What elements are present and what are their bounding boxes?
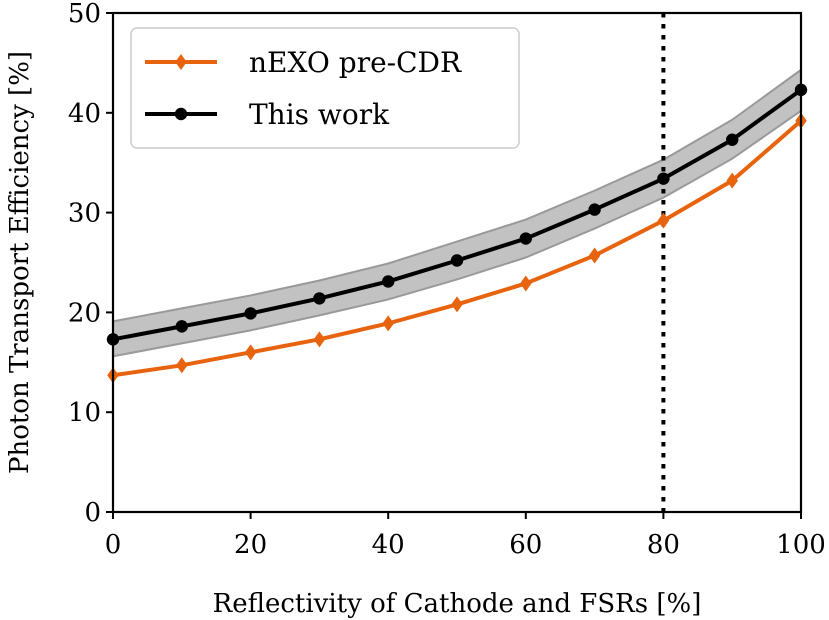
data-point: [175, 320, 188, 333]
data-point: [313, 292, 326, 305]
data-point: [382, 315, 394, 332]
legend-label-this-work: This work: [249, 98, 390, 131]
y-tick-label: 10: [68, 398, 101, 428]
legend-marker-precdr: [175, 54, 187, 70]
data-point: [244, 307, 257, 320]
x-tick-label: 100: [776, 530, 826, 560]
tick-layer: 0 20 40 60 80 100 0 10 20 30 40 50: [68, 0, 826, 560]
y-tick-label: 40: [68, 99, 101, 129]
data-point: [450, 254, 464, 267]
y-tick-label: 0: [84, 498, 101, 528]
y-tick-label: 30: [68, 199, 101, 229]
y-axis-label: Photon Transport Efficiency [%]: [5, 51, 35, 474]
data-point: [520, 275, 532, 292]
data-point: [588, 203, 601, 216]
y-tick-label: 20: [68, 298, 101, 328]
legend-box: [130, 27, 520, 149]
data-point: [313, 331, 326, 348]
plot-frame: [111, 11, 803, 514]
x-tick-label: 80: [647, 530, 680, 560]
data-point: [176, 357, 188, 374]
data-point: [382, 275, 395, 288]
x-tick-label: 40: [372, 530, 405, 560]
data-point: [657, 212, 670, 229]
x-tick-label: 0: [105, 530, 122, 560]
x-tick-label: 60: [509, 530, 542, 560]
data-point: [244, 344, 257, 361]
data-point: [588, 247, 601, 264]
legend: nEXO pre-CDR This work: [130, 27, 520, 149]
x-tick-label: 20: [234, 530, 267, 560]
series-layer: [106, 83, 808, 384]
data-point: [726, 172, 738, 189]
data-point: [726, 133, 739, 146]
data-point: [451, 296, 463, 313]
legend-marker-this-work: [174, 107, 188, 121]
x-axis-label: Reflectivity of Cathode and FSRs [%]: [213, 589, 702, 619]
data-point: [519, 232, 532, 245]
y-tick-label: 50: [68, 0, 101, 29]
legend-label-precdr: nEXO pre-CDR: [249, 46, 462, 79]
data-point: [657, 172, 670, 185]
